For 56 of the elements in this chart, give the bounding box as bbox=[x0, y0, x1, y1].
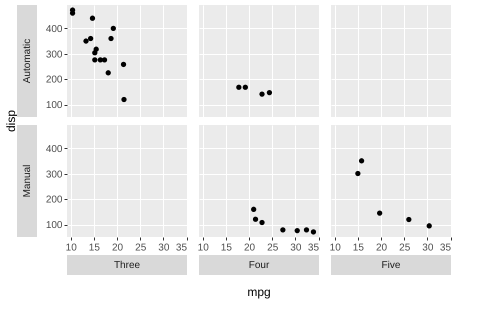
text: mpg bbox=[247, 285, 271, 299]
x-tick-label: 30 bbox=[422, 242, 434, 254]
x-axis-title: Three bbox=[114, 260, 140, 271]
point bbox=[110, 26, 116, 32]
x-tick-label: 25 bbox=[267, 242, 279, 254]
x-tick-label: 10 bbox=[330, 242, 342, 254]
y-tick-label: 200 bbox=[46, 74, 63, 86]
y-tick-label: 400 bbox=[46, 144, 63, 155]
x-tick-label: 10 bbox=[66, 242, 78, 254]
y-axis-title: Manual bbox=[22, 164, 33, 198]
point bbox=[92, 50, 98, 56]
point bbox=[304, 227, 310, 233]
point bbox=[92, 57, 98, 62]
point bbox=[377, 210, 382, 216]
point bbox=[358, 158, 364, 164]
point bbox=[83, 38, 89, 44]
y-tick-label: 300 bbox=[46, 49, 63, 60]
point bbox=[259, 220, 265, 226]
x-tick-label: 20 bbox=[376, 242, 388, 254]
point bbox=[121, 96, 127, 102]
y-tick-label: 100 bbox=[46, 220, 63, 232]
point bbox=[251, 206, 256, 212]
x-tick-label: 25 bbox=[399, 242, 411, 254]
point bbox=[102, 57, 108, 62]
x-tick-label: 15 bbox=[220, 242, 232, 254]
x-tick-label: 10 bbox=[198, 242, 210, 254]
x-tick-label: 35 bbox=[440, 242, 452, 254]
x-tick-label: 25 bbox=[135, 242, 147, 254]
point bbox=[106, 70, 111, 76]
y-tick-label: 200 bbox=[46, 194, 63, 206]
point bbox=[294, 228, 300, 234]
x-tick-label: 30 bbox=[290, 242, 302, 254]
y-tick-label: 100 bbox=[46, 100, 63, 112]
x-tick-label: 35 bbox=[176, 242, 188, 254]
y-tick-label: 400 bbox=[46, 24, 63, 35]
x-tick-label: 15 bbox=[88, 242, 100, 254]
point bbox=[355, 170, 361, 176]
point bbox=[108, 36, 114, 42]
point bbox=[280, 227, 286, 233]
x-tick-label: 35 bbox=[308, 242, 320, 254]
x-tick-label: 30 bbox=[158, 242, 170, 254]
point bbox=[90, 16, 96, 21]
point bbox=[120, 62, 126, 68]
point bbox=[88, 36, 94, 42]
point bbox=[252, 216, 258, 222]
y-tick-label: 300 bbox=[46, 169, 63, 180]
point bbox=[406, 216, 412, 222]
y-axis-title: Automatic bbox=[22, 38, 33, 84]
point bbox=[310, 229, 316, 235]
text: disp bbox=[4, 110, 18, 132]
x-tick-label: 15 bbox=[352, 242, 364, 254]
x-axis-title: Five bbox=[382, 260, 401, 271]
point bbox=[426, 223, 432, 228]
x-axis-title: Four bbox=[248, 260, 270, 271]
x-tick-label: 20 bbox=[244, 242, 256, 254]
x-tick-label: 20 bbox=[112, 242, 124, 254]
